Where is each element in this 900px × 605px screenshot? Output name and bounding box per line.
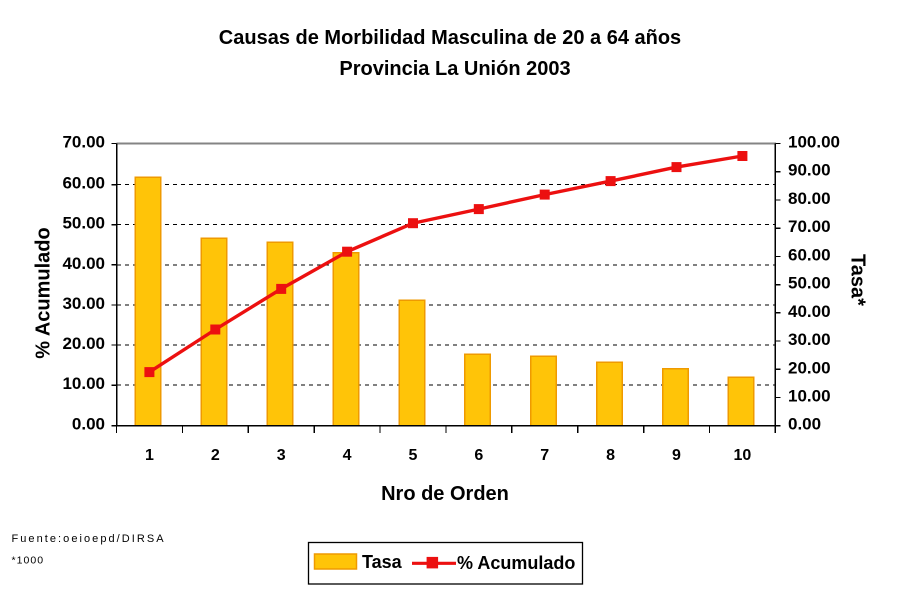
svg-text:Tasa*: Tasa* [847,254,869,306]
svg-text:1: 1 [145,447,154,464]
svg-text:100.00: 100.00 [788,133,840,152]
svg-text:2: 2 [211,447,220,464]
svg-text:% Acumulado: % Acumulado [33,227,55,359]
svg-text:40.00: 40.00 [788,302,831,321]
svg-text:30.00: 30.00 [62,294,105,313]
svg-text:Provincia La Unión 2003: Provincia La Unión 2003 [339,58,570,80]
svg-text:20.00: 20.00 [62,334,105,353]
svg-text:20.00: 20.00 [788,358,831,377]
svg-text:10.00: 10.00 [788,387,831,406]
svg-text:Causas de Morbilidad Masculina: Causas de Morbilidad Masculina de 20 a 6… [219,27,681,49]
svg-text:Fuente:oeioepd/DIRSA: Fuente:oeioepd/DIRSA [12,533,166,545]
svg-text:5: 5 [409,447,418,464]
svg-text:50.00: 50.00 [788,274,831,293]
svg-text:4: 4 [343,447,352,464]
svg-text:9: 9 [672,447,681,464]
svg-text:60.00: 60.00 [62,174,105,193]
svg-text:Nro de Orden: Nro de Orden [381,483,509,505]
svg-text:% Acumulado: % Acumulado [457,553,575,573]
svg-text:7: 7 [540,447,549,464]
svg-text:Tasa: Tasa [362,552,403,572]
svg-text:90.00: 90.00 [788,161,831,180]
svg-text:40.00: 40.00 [62,254,105,273]
svg-text:6: 6 [474,447,483,464]
svg-text:0.00: 0.00 [788,415,821,434]
svg-text:8: 8 [606,447,615,464]
svg-text:30.00: 30.00 [788,330,831,349]
svg-text:60.00: 60.00 [788,245,831,264]
svg-text:10.00: 10.00 [62,374,105,393]
svg-text:50.00: 50.00 [62,214,105,233]
svg-text:70.00: 70.00 [788,217,831,236]
svg-text:*1000: *1000 [12,555,45,567]
svg-text:10: 10 [734,447,752,464]
svg-text:3: 3 [277,447,286,464]
svg-text:70.00: 70.00 [62,133,105,152]
svg-text:80.00: 80.00 [788,189,831,208]
svg-text:0.00: 0.00 [72,415,105,434]
